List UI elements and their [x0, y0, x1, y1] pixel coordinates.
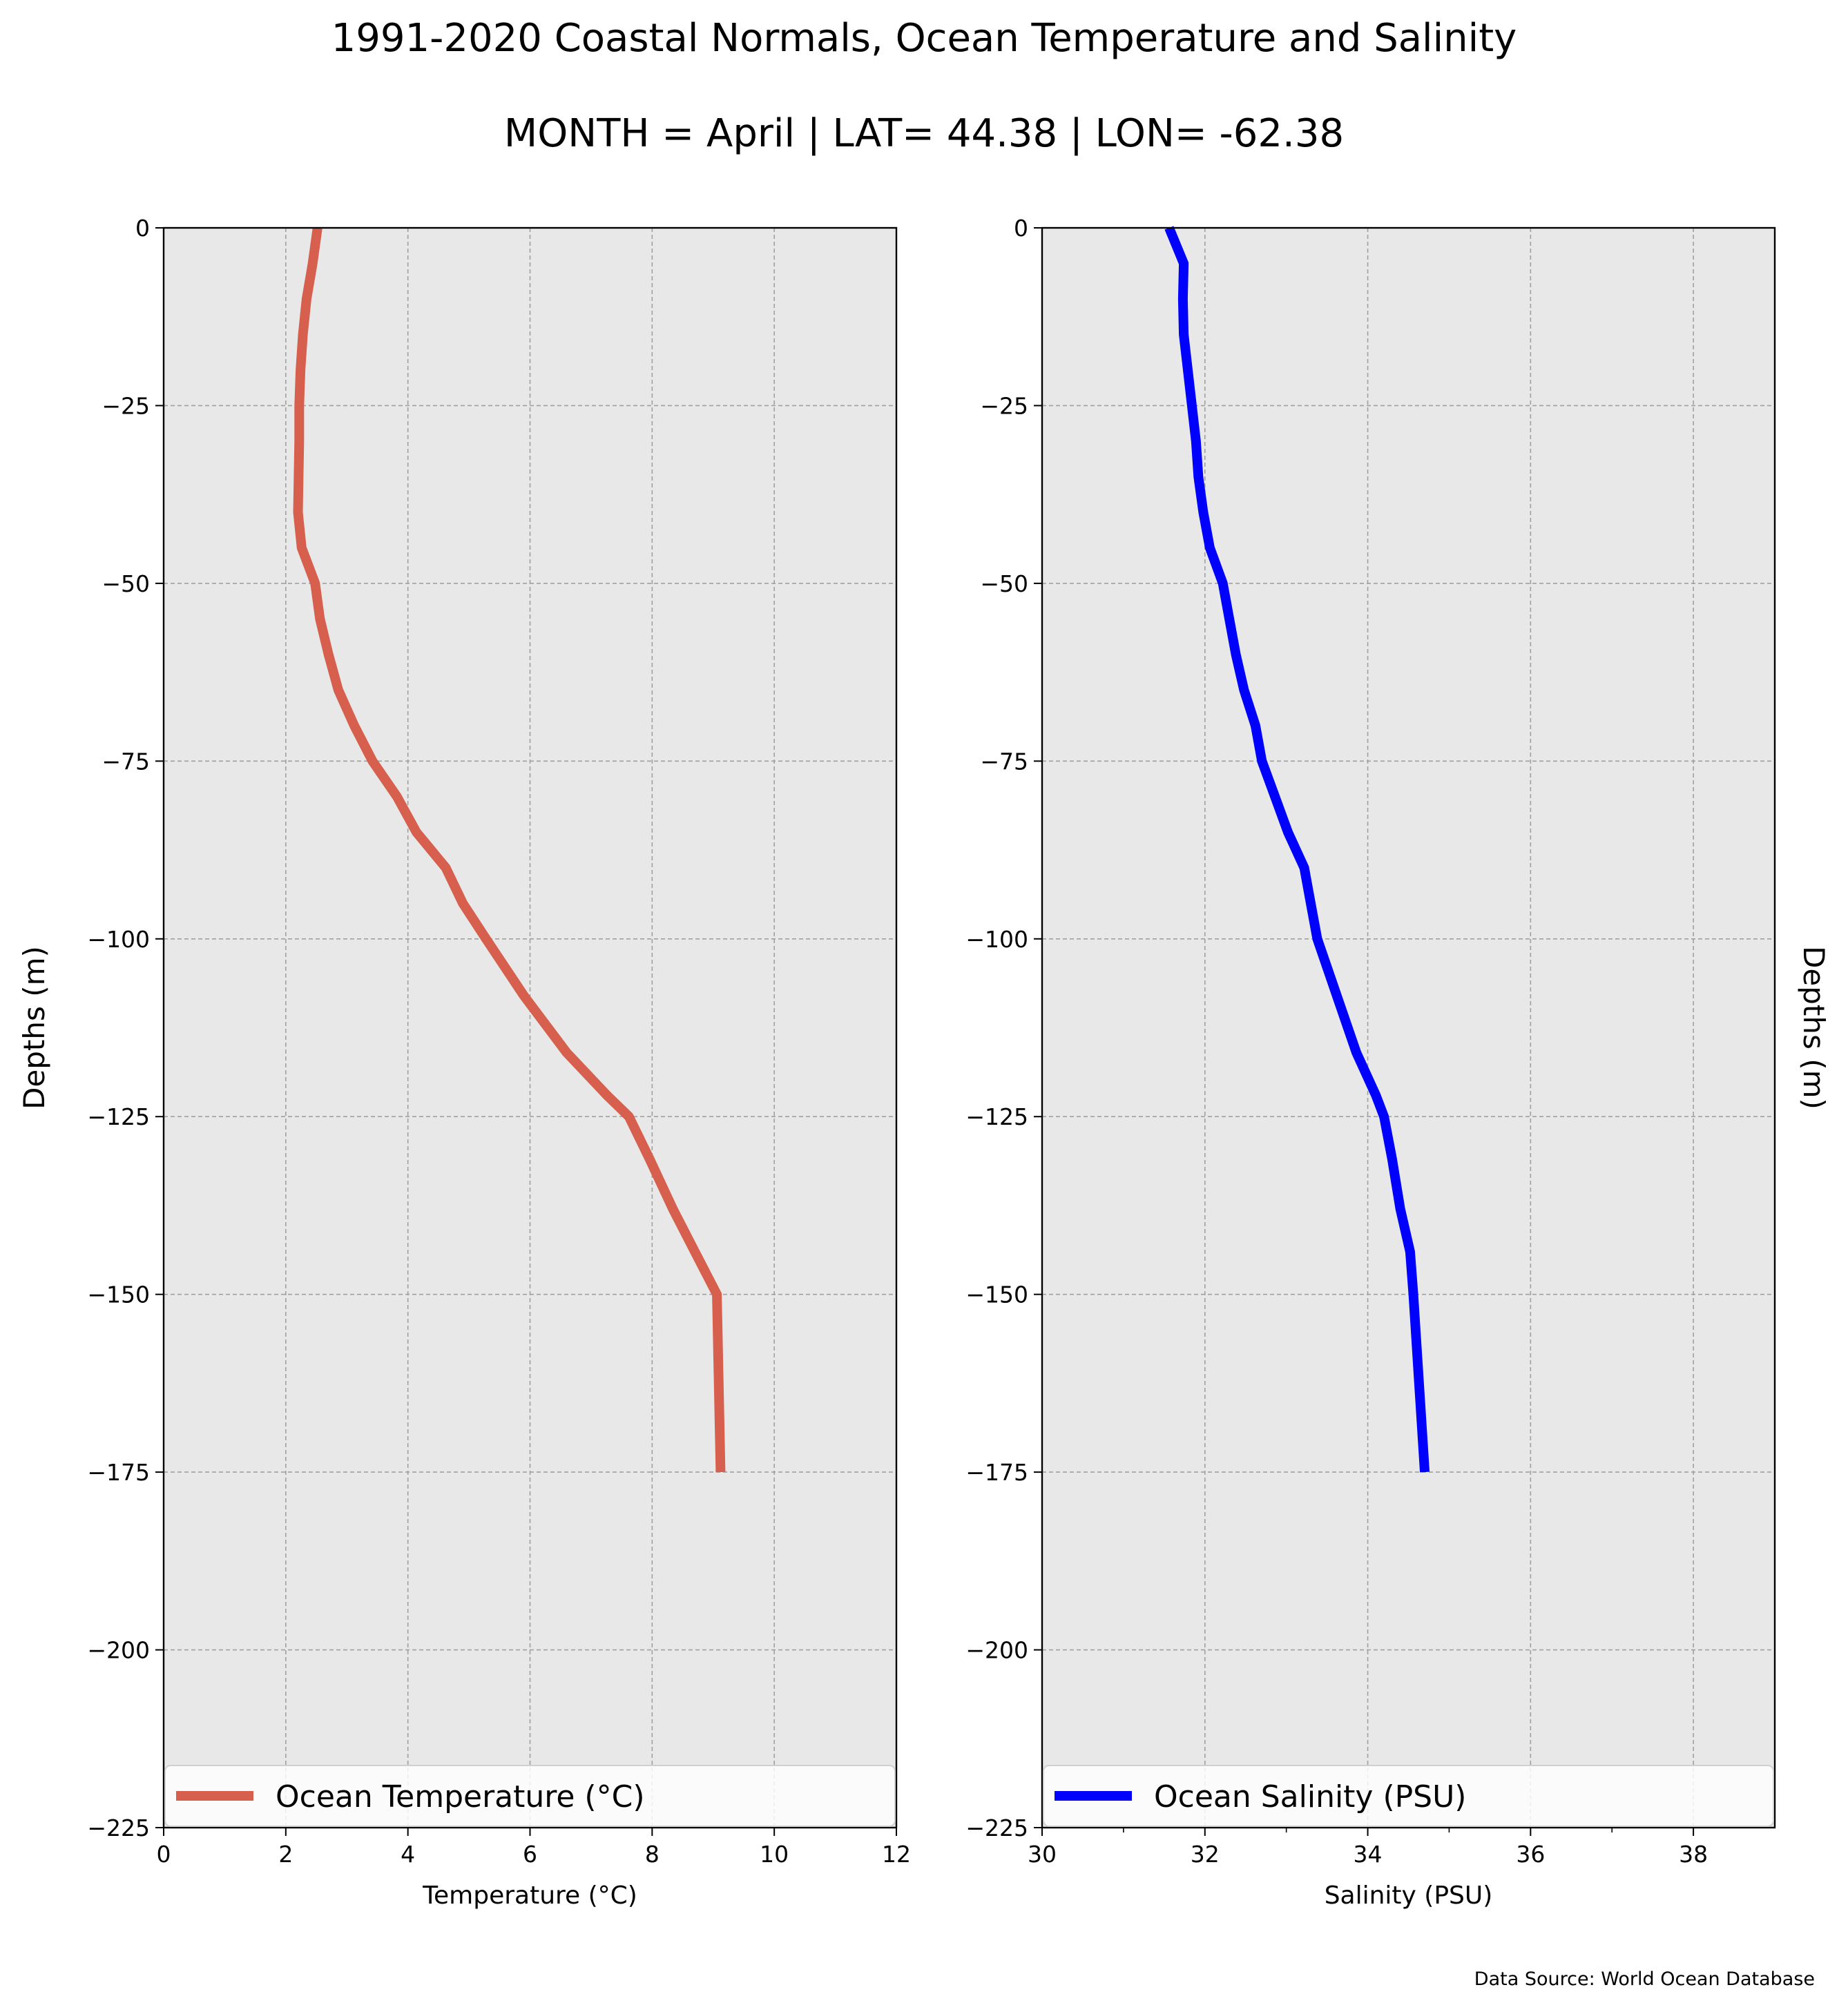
chart-subtitle: MONTH = April | LAT= 44.38 | LON= -62.38	[504, 111, 1344, 156]
legend-label: Ocean Temperature (°C)	[276, 1779, 645, 1815]
x-tick-label: 36	[1516, 1841, 1545, 1868]
plot-area	[164, 228, 896, 1828]
y-tick-label: 0	[135, 215, 150, 242]
y-tick-label: −50	[980, 570, 1028, 597]
y-tick-label: −100	[965, 926, 1028, 953]
y-tick-label: −25	[102, 392, 150, 419]
x-tick-label: 32	[1191, 1841, 1220, 1868]
x-tick-label: 2	[278, 1841, 293, 1868]
x-tick-label: 34	[1354, 1841, 1383, 1868]
y-tick-label: −50	[102, 570, 150, 597]
legend-box	[164, 1765, 896, 1827]
chart-title: 1991-2020 Coastal Normals, Ocean Tempera…	[331, 16, 1517, 61]
y-tick-label: −125	[965, 1103, 1028, 1130]
y-axis-label-right: Depths (m)	[1797, 946, 1831, 1110]
y-tick-label: −125	[87, 1103, 150, 1130]
plot-area	[1042, 228, 1775, 1828]
y-tick-label: 0	[1014, 215, 1028, 242]
x-axis-label: Salinity (PSU)	[1325, 1881, 1493, 1910]
legend-box	[1043, 1765, 1774, 1827]
y-tick-label: −100	[87, 926, 150, 953]
y-axis-label: Depths (m)	[17, 946, 51, 1110]
data-source-note: Data Source: World Ocean Database	[1474, 1968, 1815, 1990]
y-tick-label: −175	[87, 1459, 150, 1486]
x-axis-label: Temperature (°C)	[422, 1881, 637, 1910]
legend-salinity: Ocean Salinity (PSU)	[1043, 1765, 1774, 1827]
x-tick-label: 30	[1028, 1841, 1057, 1868]
y-tick-label: −175	[965, 1459, 1028, 1486]
y-tick-label: −200	[87, 1637, 150, 1664]
y-tick-label: −75	[102, 748, 150, 775]
x-tick-label: 4	[401, 1841, 415, 1868]
axes-frame	[1041, 226, 1776, 1829]
salinity-panel: 30 32 34 36 38 0 −25 −50 −75 −100 −125 −150 −175 −200…	[965, 215, 1831, 1910]
y-tick-label: −150	[87, 1281, 150, 1308]
legend-temperature: Ocean Temperature (°C)	[164, 1765, 896, 1827]
x-tick-label: 38	[1679, 1841, 1708, 1868]
y-tick-label: −200	[965, 1637, 1028, 1664]
legend-label: Ocean Salinity (PSU)	[1154, 1779, 1466, 1815]
y-tick-label: −225	[87, 1815, 150, 1841]
temperature-panel: 0 2 4 6 8 10 12 0 −25 −50 −75 −100 −125 −150 −175 −200 −…	[17, 215, 911, 1910]
y-tick-label: −225	[965, 1815, 1028, 1841]
x-tick-label: 10	[760, 1841, 789, 1868]
y-tick-label: −75	[980, 748, 1028, 775]
series-line-temperature	[293, 227, 726, 1473]
y-tick-label: −25	[980, 392, 1028, 419]
x-tick-label: 0	[157, 1841, 171, 1868]
x-tick-label: 12	[882, 1841, 911, 1868]
x-tick-label: 8	[645, 1841, 660, 1868]
y-tick-label: −150	[965, 1281, 1028, 1308]
series-line-salinity	[1164, 226, 1430, 1473]
x-tick-label: 6	[523, 1841, 537, 1868]
